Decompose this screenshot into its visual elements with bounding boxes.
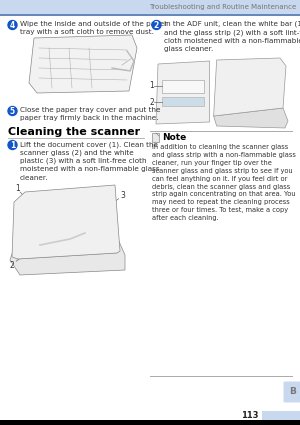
Text: 2: 2 (154, 20, 159, 29)
Polygon shape (29, 35, 137, 93)
Text: 2: 2 (10, 261, 14, 269)
Text: B: B (289, 388, 296, 397)
Bar (162, 97, 204, 106)
Text: Troubleshooting and Routine Maintenance: Troubleshooting and Routine Maintenance (149, 4, 296, 10)
Bar (0, 420, 300, 425)
Text: 2: 2 (149, 98, 154, 107)
Circle shape (8, 20, 17, 29)
Text: In addition to cleaning the scanner glass
and glass strip with a non-flammable g: In addition to cleaning the scanner glas… (152, 144, 296, 221)
FancyBboxPatch shape (284, 382, 300, 402)
Bar (162, 80, 204, 93)
Text: 1: 1 (149, 81, 154, 90)
Text: 113: 113 (242, 411, 259, 420)
Text: 1: 1 (16, 184, 20, 193)
Text: Wipe the inside and outside of the paper
tray with a soft cloth to remove dust.: Wipe the inside and outside of the paper… (20, 20, 167, 34)
Text: 3: 3 (121, 190, 125, 199)
Text: Close the paper tray cover and put the
paper tray firmly back in the machine.: Close the paper tray cover and put the p… (20, 107, 160, 121)
Polygon shape (156, 61, 210, 124)
Polygon shape (10, 237, 125, 275)
Bar (262, 411, 300, 420)
Text: 1: 1 (10, 141, 15, 150)
Bar (152, 133, 159, 142)
Polygon shape (214, 108, 288, 128)
Text: Note: Note (162, 133, 186, 142)
Text: Cleaning the scanner: Cleaning the scanner (8, 127, 140, 137)
Circle shape (8, 141, 17, 150)
Bar (0, 14, 300, 15)
Polygon shape (12, 185, 120, 259)
Text: 5: 5 (10, 107, 15, 116)
Circle shape (152, 20, 161, 29)
Text: In the ADF unit, clean the white bar (1)
and the glass strip (2) with a soft lin: In the ADF unit, clean the white bar (1)… (164, 20, 300, 51)
Text: 4: 4 (10, 20, 15, 29)
Bar (0, 0, 300, 14)
Text: Lift the document cover (1). Clean the
scanner glass (2) and the white
plastic (: Lift the document cover (1). Clean the s… (20, 141, 160, 181)
Polygon shape (18, 235, 117, 259)
Polygon shape (214, 58, 286, 116)
Circle shape (8, 107, 17, 116)
